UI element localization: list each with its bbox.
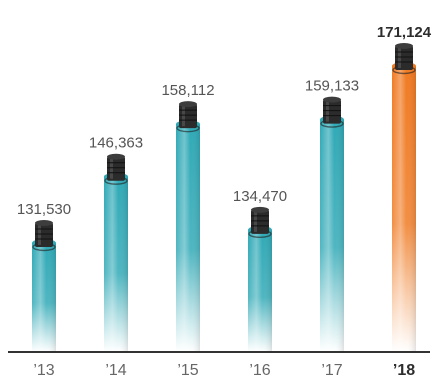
bar-4 (320, 96, 344, 353)
x-tick-label: ’13 (33, 362, 54, 378)
pipe-coupling-icon (248, 206, 272, 239)
bar-5 (392, 43, 416, 352)
pipe-coupling-icon (104, 153, 128, 185)
value-label: 131,530 (17, 201, 71, 218)
pipe-coupling-icon (176, 101, 200, 133)
bar-1 (104, 153, 128, 352)
value-label: 146,363 (89, 135, 143, 152)
value-label: 159,133 (305, 78, 359, 95)
pipe-coupling-icon (320, 96, 344, 128)
bars-group (32, 43, 416, 353)
x-tick-label: ’14 (105, 362, 126, 378)
bar-2 (176, 101, 200, 352)
bar-3 (248, 206, 272, 352)
pipe-coupling-icon (392, 43, 416, 75)
value-label: 171,124 (377, 24, 432, 41)
value-label: 158,112 (161, 82, 214, 99)
x-tick-label: ’18 (393, 362, 415, 378)
value-label: 134,470 (233, 188, 287, 205)
pipe-coupling-icon (32, 220, 56, 252)
value-labels-group: 131,530 146,363 158,112 134,470 159,133 171,1… (17, 24, 432, 218)
bar-0 (32, 220, 56, 352)
x-tick-label: ’15 (177, 362, 198, 378)
x-tick-label: ’17 (321, 362, 342, 378)
x-tick-labels-group: ’13 ’14 ’15 ’16 ’17 ’18 (33, 362, 415, 378)
x-tick-label: ’16 (249, 362, 270, 378)
